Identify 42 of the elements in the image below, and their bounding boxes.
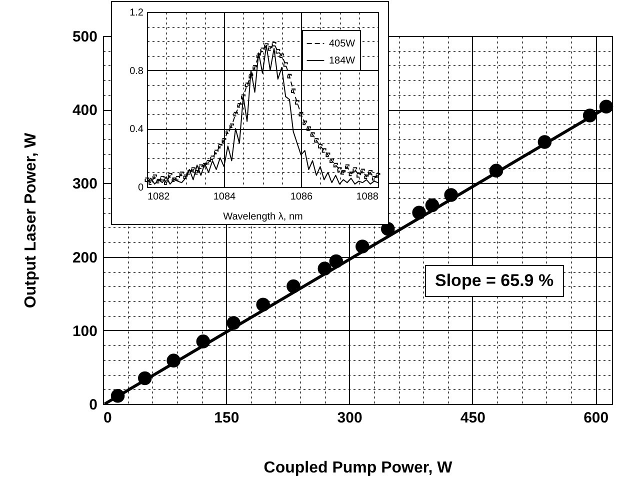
point	[256, 298, 270, 312]
y-tick-label: 0.8	[130, 66, 144, 77]
point	[599, 100, 614, 114]
y-tick-label: 0.4	[130, 124, 144, 136]
y-tick-label: 200	[72, 249, 98, 266]
point	[196, 334, 210, 348]
y-tick-label: 500	[72, 28, 98, 46]
legend-label: 405W	[329, 38, 356, 50]
point	[412, 206, 426, 220]
x-tick-label: 1084	[213, 192, 236, 202]
x-tick-label: 600	[584, 410, 609, 426]
y-tick-label: 100	[72, 322, 98, 340]
x-tick-label: 1086	[290, 192, 314, 202]
point	[138, 371, 152, 386]
legend-label: 184W	[329, 56, 356, 66]
y-tick-label: 0	[138, 182, 144, 194]
point	[318, 262, 332, 276]
x-tick-label: 450	[460, 410, 486, 426]
x-axis-title: Wavelength λ, nm	[223, 212, 303, 222]
point	[380, 222, 395, 236]
point	[489, 164, 504, 178]
point	[582, 108, 597, 122]
x-tick-label: 0	[104, 410, 112, 426]
annotation-box: Slope = 65.9 %	[425, 265, 564, 297]
point	[166, 354, 180, 368]
point	[444, 188, 458, 202]
y-tick-label: 1.2	[130, 8, 144, 18]
y-tick-label: 400	[72, 102, 98, 120]
point	[538, 135, 552, 149]
x-tick-label: 1088	[356, 192, 379, 202]
y-tick-label: 0	[89, 396, 98, 414]
y-axis-title: Output Laser Power, W	[22, 132, 40, 308]
point	[329, 254, 344, 268]
point	[286, 279, 300, 294]
point	[226, 316, 240, 330]
x-tick-label: 300	[337, 410, 362, 426]
x-tick-label: 150	[214, 410, 240, 426]
point	[425, 198, 440, 212]
point	[110, 389, 125, 403]
x-axis-title: Coupled Pump Power, W	[264, 460, 454, 476]
point	[356, 240, 370, 254]
x-tick-label: 1082	[148, 192, 170, 202]
